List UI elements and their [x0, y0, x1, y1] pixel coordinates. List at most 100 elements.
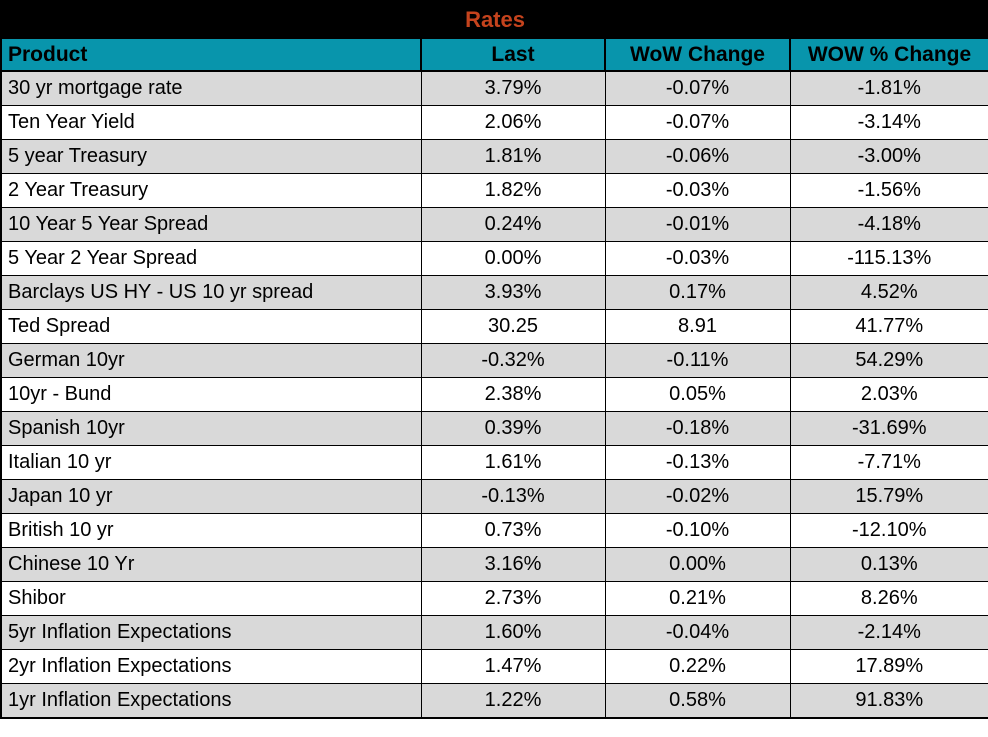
wow-pct-change-cell: -1.56%	[789, 173, 988, 208]
product-cell: German 10yr	[0, 343, 422, 378]
wow-change-cell: -0.10%	[604, 513, 791, 548]
product-cell: 1yr Inflation Expectations	[0, 683, 422, 719]
wow-pct-change-cell: -4.18%	[789, 207, 988, 242]
wow-change-cell: 0.22%	[604, 649, 791, 684]
table-title-row: Rates	[0, 0, 988, 39]
table-row: British 10 yr 0.73% -0.10% -12.10%	[0, 513, 988, 548]
last-cell: 1.82%	[420, 173, 606, 208]
table-row: 1yr Inflation Expectations 1.22% 0.58% 91.8…	[0, 683, 988, 719]
product-cell: Ten Year Yield	[0, 105, 422, 140]
product-cell: 2 Year Treasury	[0, 173, 422, 208]
product-cell: Chinese 10 Yr	[0, 547, 422, 582]
last-cell: 2.38%	[420, 377, 606, 412]
table-row: 2 Year Treasury 1.82% -0.03% -1.56%	[0, 173, 988, 208]
last-cell: 1.47%	[420, 649, 606, 684]
product-cell: 10yr - Bund	[0, 377, 422, 412]
product-cell: 30 yr mortgage rate	[0, 70, 422, 106]
product-cell: Shibor	[0, 581, 422, 616]
wow-pct-change-cell: 54.29%	[789, 343, 988, 378]
product-cell: Spanish 10yr	[0, 411, 422, 446]
table-title: Rates	[0, 0, 988, 39]
last-cell: 3.93%	[420, 275, 606, 310]
wow-change-cell: 0.00%	[604, 547, 791, 582]
last-cell: 1.22%	[420, 683, 606, 719]
last-cell: 0.73%	[420, 513, 606, 548]
table-row: Spanish 10yr 0.39% -0.18% -31.69%	[0, 411, 988, 446]
wow-change-cell: 0.21%	[604, 581, 791, 616]
wow-change-cell: -0.11%	[604, 343, 791, 378]
wow-change-cell: -0.07%	[604, 70, 791, 106]
last-cell: -0.13%	[420, 479, 606, 514]
wow-pct-change-cell: -31.69%	[789, 411, 988, 446]
table-header-row: Product Last WoW Change WOW % Change	[0, 37, 988, 72]
wow-change-cell: 0.05%	[604, 377, 791, 412]
wow-pct-change-cell: -7.71%	[789, 445, 988, 480]
last-cell: 2.06%	[420, 105, 606, 140]
last-cell: 1.60%	[420, 615, 606, 650]
table-row: 5 Year 2 Year Spread 0.00% -0.03% -115.13%	[0, 241, 988, 276]
table-row: Shibor 2.73% 0.21% 8.26%	[0, 581, 988, 616]
wow-change-cell: 8.91	[604, 309, 791, 344]
product-cell: Barclays US HY - US 10 yr spread	[0, 275, 422, 310]
last-cell: -0.32%	[420, 343, 606, 378]
wow-pct-change-cell: -2.14%	[789, 615, 988, 650]
wow-pct-change-cell: 2.03%	[789, 377, 988, 412]
wow-pct-change-cell: -3.14%	[789, 105, 988, 140]
last-cell: 0.39%	[420, 411, 606, 446]
product-cell: 5yr Inflation Expectations	[0, 615, 422, 650]
column-header-product: Product	[0, 37, 422, 72]
wow-change-cell: -0.18%	[604, 411, 791, 446]
table-row: Barclays US HY - US 10 yr spread 3.93% 0.1…	[0, 275, 988, 310]
product-cell: 5 year Treasury	[0, 139, 422, 174]
wow-pct-change-cell: 4.52%	[789, 275, 988, 310]
table-body: 30 yr mortgage rate 3.79% -0.07% -1.81% Ten …	[0, 70, 988, 719]
wow-change-cell: -0.13%	[604, 445, 791, 480]
table-row: 30 yr mortgage rate 3.79% -0.07% -1.81%	[0, 70, 988, 106]
wow-change-cell: -0.01%	[604, 207, 791, 242]
wow-pct-change-cell: 41.77%	[789, 309, 988, 344]
wow-change-cell: -0.02%	[604, 479, 791, 514]
last-cell: 3.79%	[420, 70, 606, 106]
table-row: German 10yr -0.32% -0.11% 54.29%	[0, 343, 988, 378]
product-cell: Italian 10 yr	[0, 445, 422, 480]
wow-change-cell: 0.17%	[604, 275, 791, 310]
column-header-wow-pct-change: WOW % Change	[788, 37, 988, 72]
wow-pct-change-cell: -12.10%	[789, 513, 988, 548]
wow-pct-change-cell: 91.83%	[789, 683, 988, 719]
wow-change-cell: -0.04%	[604, 615, 791, 650]
product-cell: British 10 yr	[0, 513, 422, 548]
table-row: Ten Year Yield 2.06% -0.07% -3.14%	[0, 105, 988, 140]
table-row: Chinese 10 Yr 3.16% 0.00% 0.13%	[0, 547, 988, 582]
product-cell: 2yr Inflation Expectations	[0, 649, 422, 684]
last-cell: 1.61%	[420, 445, 606, 480]
table-row: Japan 10 yr -0.13% -0.02% 15.79%	[0, 479, 988, 514]
last-cell: 1.81%	[420, 139, 606, 174]
wow-pct-change-cell: 0.13%	[789, 547, 988, 582]
wow-pct-change-cell: -1.81%	[789, 70, 988, 106]
wow-change-cell: -0.03%	[604, 173, 791, 208]
rates-table: Rates Product Last WoW Change WOW % Chan…	[0, 0, 988, 719]
wow-change-cell: -0.03%	[604, 241, 791, 276]
wow-pct-change-cell: 15.79%	[789, 479, 988, 514]
table-row: 10yr - Bund 2.38% 0.05% 2.03%	[0, 377, 988, 412]
column-header-last: Last	[420, 37, 606, 72]
column-header-wow-change: WoW Change	[604, 37, 791, 72]
last-cell: 3.16%	[420, 547, 606, 582]
table-row: 5yr Inflation Expectations 1.60% -0.04% -2.…	[0, 615, 988, 650]
last-cell: 0.00%	[420, 241, 606, 276]
wow-pct-change-cell: 8.26%	[789, 581, 988, 616]
table-row: Ted Spread 30.25 8.91 41.77%	[0, 309, 988, 344]
product-cell: 5 Year 2 Year Spread	[0, 241, 422, 276]
last-cell: 30.25	[420, 309, 606, 344]
wow-pct-change-cell: -3.00%	[789, 139, 988, 174]
wow-pct-change-cell: -115.13%	[789, 241, 988, 276]
last-cell: 2.73%	[420, 581, 606, 616]
last-cell: 0.24%	[420, 207, 606, 242]
wow-change-cell: 0.58%	[604, 683, 791, 719]
wow-change-cell: -0.07%	[604, 105, 791, 140]
product-cell: Ted Spread	[0, 309, 422, 344]
table-row: 5 year Treasury 1.81% -0.06% -3.00%	[0, 139, 988, 174]
table-row: 2yr Inflation Expectations 1.47% 0.22% 17.8…	[0, 649, 988, 684]
wow-change-cell: -0.06%	[604, 139, 791, 174]
product-cell: Japan 10 yr	[0, 479, 422, 514]
